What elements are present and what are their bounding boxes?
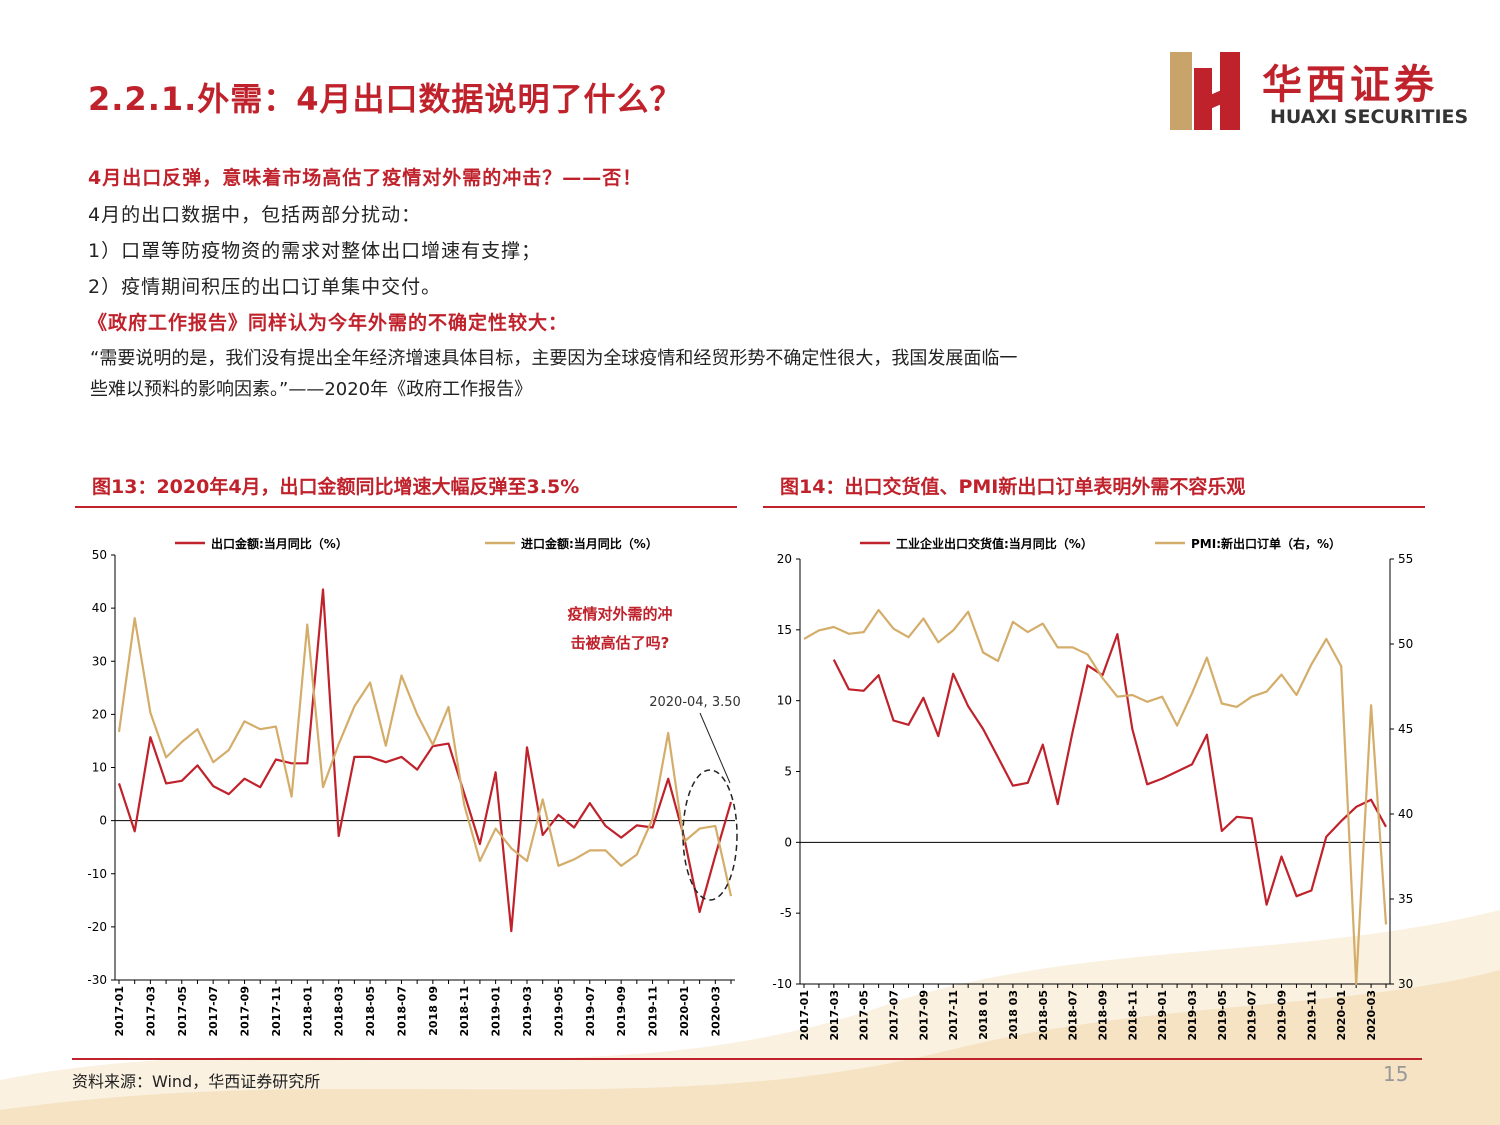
background-waves <box>0 910 1500 1125</box>
x-tick-label: 2017-09 <box>239 986 252 1037</box>
x-tick-label: 2019-11 <box>647 986 660 1037</box>
quote: “需要说明的是，我们没有提出全年经济增速具体目标，主要因为全球疫情和经贸形势不确… <box>90 348 1018 369</box>
legend-label: 进口金额:当月同比（%） <box>521 536 658 551</box>
x-tick-label: 2017-09 <box>917 990 930 1041</box>
y-tick-label: -20 <box>87 920 107 934</box>
y-tick-label: 15 <box>777 623 792 637</box>
paragraph: 1）口罩等防疫物资的需求对整体出口增速有支撑； <box>88 240 542 262</box>
annotation: 2020-04, 3.50 <box>649 695 740 710</box>
x-tick-label: 2019-01 <box>490 986 503 1037</box>
x-tick-label: 2017-07 <box>888 990 901 1041</box>
x-tick-label: 2017-03 <box>144 986 157 1037</box>
x-tick-label: 2020-03 <box>1365 990 1378 1041</box>
y-tick-label: 10 <box>92 761 107 775</box>
x-tick-label: 2018-03 <box>333 986 346 1037</box>
series-line <box>803 608 1388 986</box>
legend-label: PMI:新出口订单（右，%） <box>1191 536 1341 551</box>
x-tick-label: 2018-05 <box>1037 990 1050 1041</box>
annotation: 击被高估了吗? <box>571 634 670 652</box>
y2-tick-label: 40 <box>1398 807 1413 821</box>
heading: 《政府工作报告》同样认为今年外需的不确定性较大： <box>88 312 569 334</box>
paragraph: 4月的出口数据中，包括两部分扰动： <box>88 204 422 226</box>
x-tick-label: 2018 01 <box>977 990 990 1040</box>
x-tick-label: 2020-01 <box>678 986 691 1037</box>
x-tick-label: 2018-07 <box>1067 990 1080 1041</box>
x-tick-label: 2019-07 <box>584 986 597 1037</box>
chart: -10 -5 0 5 10 15 20 30 35 40 45 50 55 2017-01 2017-03 2… <box>772 536 1413 1041</box>
legend-label: 工业企业出口交货值:当月同比（%） <box>896 536 1093 551</box>
x-tick-label: 2019-09 <box>615 986 628 1037</box>
x-tick-label: 2018 03 <box>1007 990 1020 1040</box>
chart: -30 -20 -10 0 10 20 30 40 50 2017-01 2017-03 2017-0… <box>87 536 740 1037</box>
x-tick-label: 2017-01 <box>113 986 126 1037</box>
y-tick-label: 30 <box>92 654 107 668</box>
caption-rule <box>75 506 737 508</box>
x-tick-label: 2020-01 <box>1335 990 1348 1041</box>
footer-rule <box>72 1058 1422 1060</box>
x-tick-label: 2017-11 <box>270 986 283 1037</box>
annotation-pointer <box>699 712 731 784</box>
x-tick-label: 2017-05 <box>858 990 871 1041</box>
y-tick-label: -30 <box>87 973 107 987</box>
y-tick-label: 5 <box>784 765 792 779</box>
figure-caption: 图14：出口交货值、PMI新出口订单表明外需不容乐观 <box>780 476 1246 498</box>
figure-caption: 图13：2020年4月，出口金额同比增速大幅反弹至3.5% <box>92 476 580 498</box>
y-tick-label: 50 <box>92 548 107 562</box>
x-tick-label: 2019-01 <box>1156 990 1169 1041</box>
highlight-ellipse <box>682 769 738 901</box>
x-tick-label: 2019-07 <box>1246 990 1259 1041</box>
source-note: 资料来源：Wind，华西证券研究所 <box>72 1072 321 1091</box>
series-line <box>832 633 1387 906</box>
x-tick-label: 2019-05 <box>1216 990 1229 1041</box>
x-tick-label: 2018-09 <box>1096 990 1109 1041</box>
x-tick-label: 2019-03 <box>1186 990 1199 1041</box>
y2-tick-label: 45 <box>1398 722 1413 736</box>
page-number: 15 <box>1383 1062 1409 1086</box>
y2-tick-label: 30 <box>1398 977 1413 991</box>
x-tick-label: 2018-11 <box>458 986 471 1037</box>
y2-tick-label: 50 <box>1398 637 1413 651</box>
slide-title: 2.2.1.外需：4月出口数据说明了什么？ <box>88 80 683 118</box>
annotation: 疫情对外需的冲 <box>567 605 672 623</box>
y-tick-label: 0 <box>99 814 107 828</box>
x-tick-label: 2017-11 <box>947 990 960 1041</box>
paragraph: 2）疫情期间积压的出口订单集中交付。 <box>88 276 442 298</box>
logo-mark <box>1170 52 1240 130</box>
x-tick-label: 2017-01 <box>798 990 811 1041</box>
logo-text: HUAXI SECURITIES <box>1270 106 1469 128</box>
y-tick-label: 0 <box>784 835 792 849</box>
quote: 些难以预料的影响因素。”——2020年《政府工作报告》 <box>90 379 533 400</box>
x-tick-label: 2019-11 <box>1305 990 1318 1041</box>
y-tick-label: 40 <box>92 601 107 615</box>
x-tick-label: 2017-03 <box>828 990 841 1041</box>
x-tick-label: 2020-03 <box>709 986 722 1037</box>
x-tick-label: 2018-05 <box>364 986 377 1037</box>
caption-rule <box>763 506 1425 508</box>
logo-text: 华西证券 <box>1262 62 1438 108</box>
x-tick-label: 2019-03 <box>521 986 534 1037</box>
x-tick-label: 2018-07 <box>395 986 408 1037</box>
y-tick-label: 20 <box>92 707 107 721</box>
x-tick-label: 2019-09 <box>1276 990 1289 1041</box>
x-tick-label: 2019-05 <box>552 986 565 1037</box>
y2-tick-label: 55 <box>1398 552 1413 566</box>
series-line <box>117 617 733 897</box>
series-line <box>117 588 733 933</box>
x-tick-label: 2018-11 <box>1126 990 1139 1041</box>
y-tick-label: 20 <box>777 552 792 566</box>
x-tick-label: 2018 09 <box>427 986 440 1036</box>
x-tick-label: 2018-01 <box>301 986 314 1037</box>
legend-label: 出口金额:当月同比（%） <box>211 536 348 551</box>
y-tick-label: -10 <box>87 867 107 881</box>
heading: 4月出口反弹，意味着市场高估了疫情对外需的冲击？——否！ <box>88 167 643 189</box>
y-tick-label: -5 <box>780 906 792 920</box>
x-tick-label: 2017-07 <box>207 986 220 1037</box>
y2-tick-label: 35 <box>1398 892 1413 906</box>
y-tick-label: -10 <box>772 977 792 991</box>
x-tick-label: 2017-05 <box>176 986 189 1037</box>
y-tick-label: 10 <box>777 694 792 708</box>
